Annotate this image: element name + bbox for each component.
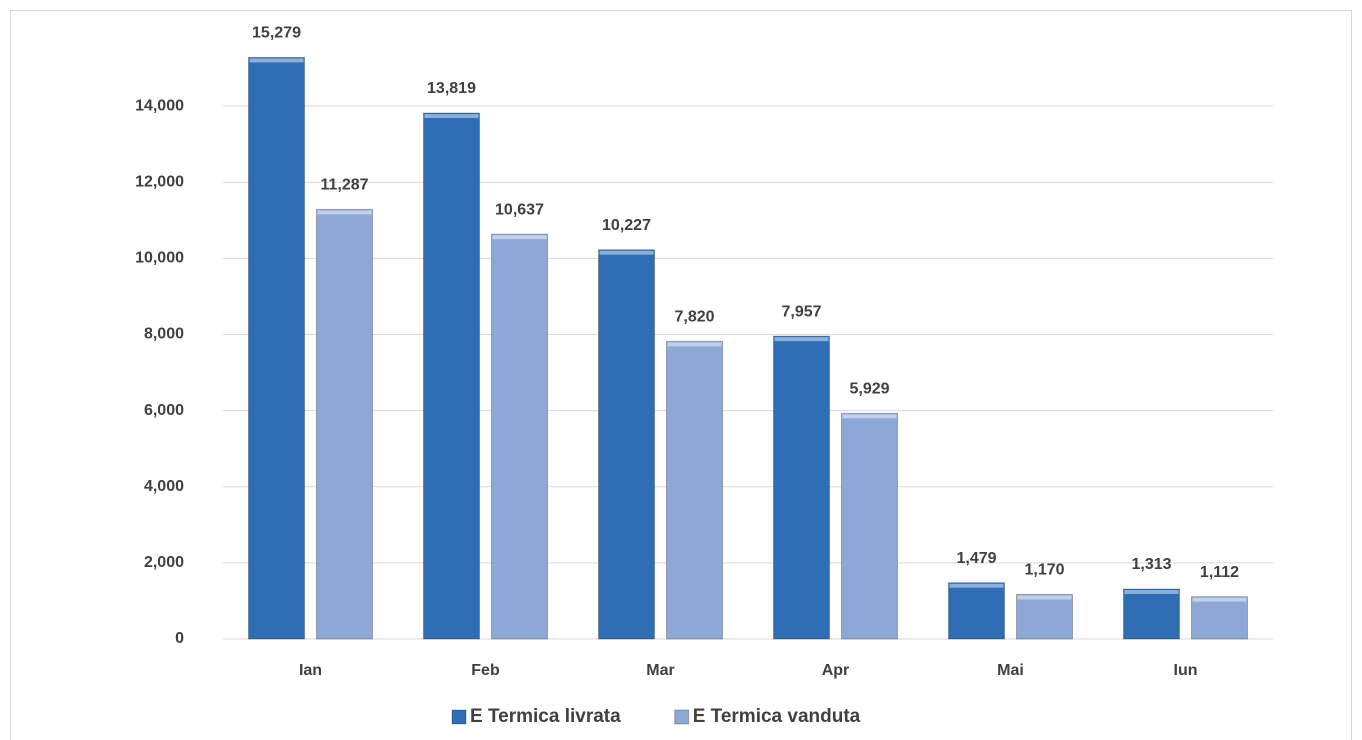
- bar-highlight: [599, 250, 654, 255]
- x-tick-label: Ian: [299, 662, 322, 679]
- value-label: 15,279: [252, 25, 301, 42]
- legend-label: E Termica vanduta: [693, 706, 861, 727]
- bar: [948, 582, 1005, 640]
- bar-highlight: [1192, 597, 1247, 602]
- y-tick-label: 2,000: [144, 554, 184, 571]
- bar: [1123, 588, 1180, 640]
- value-label: 5,929: [849, 381, 889, 398]
- bar-highlight: [492, 235, 547, 240]
- y-tick-label: 14,000: [135, 97, 184, 114]
- legend-label: E Termica livrata: [470, 706, 621, 727]
- value-label: 10,227: [602, 217, 651, 234]
- bar: [666, 340, 723, 640]
- value-label: 10,637: [495, 201, 544, 218]
- x-tick-label: Mai: [997, 662, 1024, 679]
- y-tick-label: 6,000: [144, 402, 184, 419]
- value-label: 1,479: [956, 550, 996, 567]
- legend-swatch: [674, 709, 690, 725]
- value-label: 1,313: [1131, 556, 1171, 573]
- bar-highlight: [1124, 590, 1179, 595]
- bar: [773, 335, 830, 640]
- value-label: 7,957: [781, 303, 821, 320]
- bar: [1016, 593, 1073, 640]
- x-tick-label: Feb: [471, 662, 500, 679]
- value-label: 11,287: [320, 177, 368, 194]
- bar: [423, 112, 480, 640]
- y-tick-label: 10,000: [135, 250, 184, 267]
- bar: [316, 208, 373, 640]
- bar: [841, 412, 898, 640]
- bar-highlight: [424, 114, 479, 119]
- bar: [598, 249, 655, 640]
- bar-highlight: [317, 210, 372, 215]
- bar-highlight: [842, 414, 897, 419]
- value-label: 7,820: [674, 309, 714, 326]
- x-tick-label: Iun: [1174, 662, 1198, 679]
- bar-highlight: [667, 342, 722, 347]
- chart-frame: [10, 10, 1352, 740]
- bar-highlight: [1017, 595, 1072, 600]
- value-label: 1,170: [1024, 562, 1064, 579]
- x-tick-label: Mar: [646, 662, 674, 679]
- bar: [491, 233, 548, 640]
- bar-highlight: [249, 58, 304, 63]
- x-tick-label: Apr: [822, 662, 850, 679]
- bar-highlight: [949, 583, 1004, 588]
- value-label: 1,112: [1200, 564, 1239, 581]
- y-tick-label: 12,000: [135, 173, 184, 190]
- bar-highlight: [774, 337, 829, 342]
- legend-swatch: [451, 709, 467, 725]
- bar: [1191, 596, 1248, 640]
- bar: [248, 56, 305, 640]
- value-label: 13,819: [427, 80, 476, 97]
- y-tick-label: 4,000: [144, 478, 184, 495]
- y-tick-label: 8,000: [144, 326, 184, 343]
- y-tick-label: 0: [175, 630, 184, 647]
